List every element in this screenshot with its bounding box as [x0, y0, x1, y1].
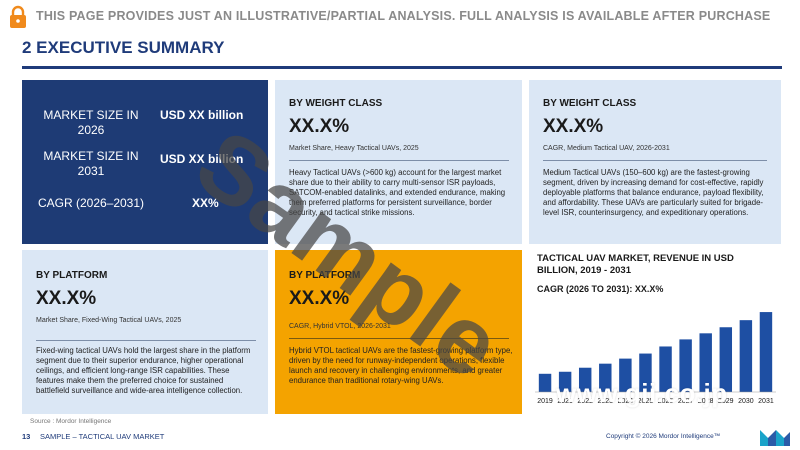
market-size-2031-value: USD XX billion [160, 152, 244, 166]
x-tick-label: 2027 [678, 398, 694, 405]
cagr-value: XX% [192, 196, 219, 210]
bar-2027 [679, 339, 692, 392]
x-tick-label: 2023 [598, 398, 614, 405]
bar-2030 [739, 320, 753, 392]
panel-description: Hybrid VTOL tactical UAVs are the fastes… [289, 346, 513, 385]
panel-divider [289, 160, 509, 161]
panel-value: XX.X% [289, 288, 350, 309]
bar-2022 [578, 367, 592, 392]
page-number: 13 [22, 432, 31, 441]
disclaimer-banner: THIS PAGE PROVIDES JUST AN ILLUSTRATIVE/… [0, 0, 800, 34]
panel-value: XX.X% [543, 116, 604, 137]
panel-heading: BY PLATFORM [36, 270, 108, 281]
panel-caption: CAGR, Medium Tactical UAV, 2026-2031 [543, 145, 670, 152]
chart-subtitle: CAGR (2026 TO 2031): XX.X% [537, 284, 664, 294]
market-size-2031-label: MARKET SIZE IN 2031 [43, 149, 139, 178]
panel-value: XX.X% [289, 116, 350, 137]
panel-description: Fixed-wing tactical UAVs hold the larges… [36, 346, 251, 395]
bar-2024 [619, 358, 632, 392]
panel-caption: Market Share, Fixed-Wing Tactical UAVs, … [36, 317, 182, 324]
x-tick-label: 2020 [557, 398, 573, 405]
x-tick-label: 2026 [658, 398, 674, 405]
panel-heading: BY PLATFORM [289, 270, 361, 281]
bar-2025 [639, 353, 652, 392]
platform-hybrid-vtol-panel: BY PLATFORM XX.X% CAGR, Hybrid VTOL, 202… [275, 250, 522, 414]
bar-2019 [538, 373, 552, 392]
bar-2029 [719, 327, 733, 392]
bar-2020 [558, 371, 572, 392]
panel-divider [543, 160, 767, 161]
title-divider [22, 66, 782, 69]
mordor-logo [760, 430, 790, 446]
x-tick-label: 2025 [638, 398, 654, 405]
market-size-2026-value: USD XX billion [160, 108, 244, 122]
panel-divider [289, 338, 509, 339]
copyright-text: Copyright © 2026 Mordor Intelligence™ [606, 433, 721, 440]
source-note: Source : Mordor Intelligence [30, 418, 112, 425]
bar-2031 [759, 312, 773, 392]
weight-class-heavy-panel: BY WEIGHT CLASS XX.X% Market Share, Heav… [275, 80, 522, 244]
platform-fixed-wing-panel: BY PLATFORM XX.X% Market Share, Fixed-Wi… [22, 250, 268, 414]
panel-caption: Market Share, Heavy Tactical UAVs, 2025 [289, 145, 419, 152]
panel-caption: CAGR, Hybrid VTOL, 2026-2031 [289, 323, 391, 330]
x-tick-label: 2029 [718, 398, 734, 405]
market-size-2026-label: MARKET SIZE IN 2026 [43, 108, 139, 137]
x-tick-label: 2030 [738, 398, 754, 405]
bar-2028 [699, 333, 712, 392]
cagr-label: CAGR (2026–2031) [37, 196, 145, 210]
website-watermark: www.gii.co.jp [556, 378, 728, 408]
chart-title: TACTICAL UAV MARKET, REVENUE IN USD BILL… [537, 253, 734, 276]
panel-divider [36, 340, 256, 341]
panel-description: Heavy Tactical UAVs (>600 kg) account fo… [289, 168, 506, 217]
x-tick-label: 2019 [537, 398, 553, 405]
x-tick-label: 2028 [698, 398, 714, 405]
panel-heading: BY WEIGHT CLASS [289, 98, 383, 109]
panel-description: Medium Tactical UAVs (150–600 kg) are th… [543, 168, 764, 217]
x-tick-label: 2022 [577, 398, 593, 405]
page-footer [0, 427, 800, 450]
lock-icon [10, 5, 26, 28]
market-size-panel: MARKET SIZE IN 2026 USD XX billion MARKE… [22, 80, 268, 244]
x-tick-label: 2024 [618, 398, 634, 405]
page-title: 2 EXECUTIVE SUMMARY [22, 38, 225, 57]
bar-2026 [659, 346, 672, 392]
revenue-bar-chart: 2019 2020 2022 2023 2024 2025 2026 2027 2028 2029… [535, 312, 776, 405]
panel-value: XX.X% [36, 288, 97, 309]
bar-2023 [599, 363, 612, 392]
x-tick-label: 2031 [758, 398, 774, 405]
disclaimer-text: THIS PAGE PROVIDES JUST AN ILLUSTRATIVE/… [36, 9, 771, 23]
weight-class-medium-panel: BY WEIGHT CLASS XX.X% CAGR, Medium Tacti… [529, 80, 781, 244]
panel-heading: BY WEIGHT CLASS [543, 98, 637, 109]
footer-title: SAMPLE – TACTICAL UAV MARKET [40, 432, 165, 441]
